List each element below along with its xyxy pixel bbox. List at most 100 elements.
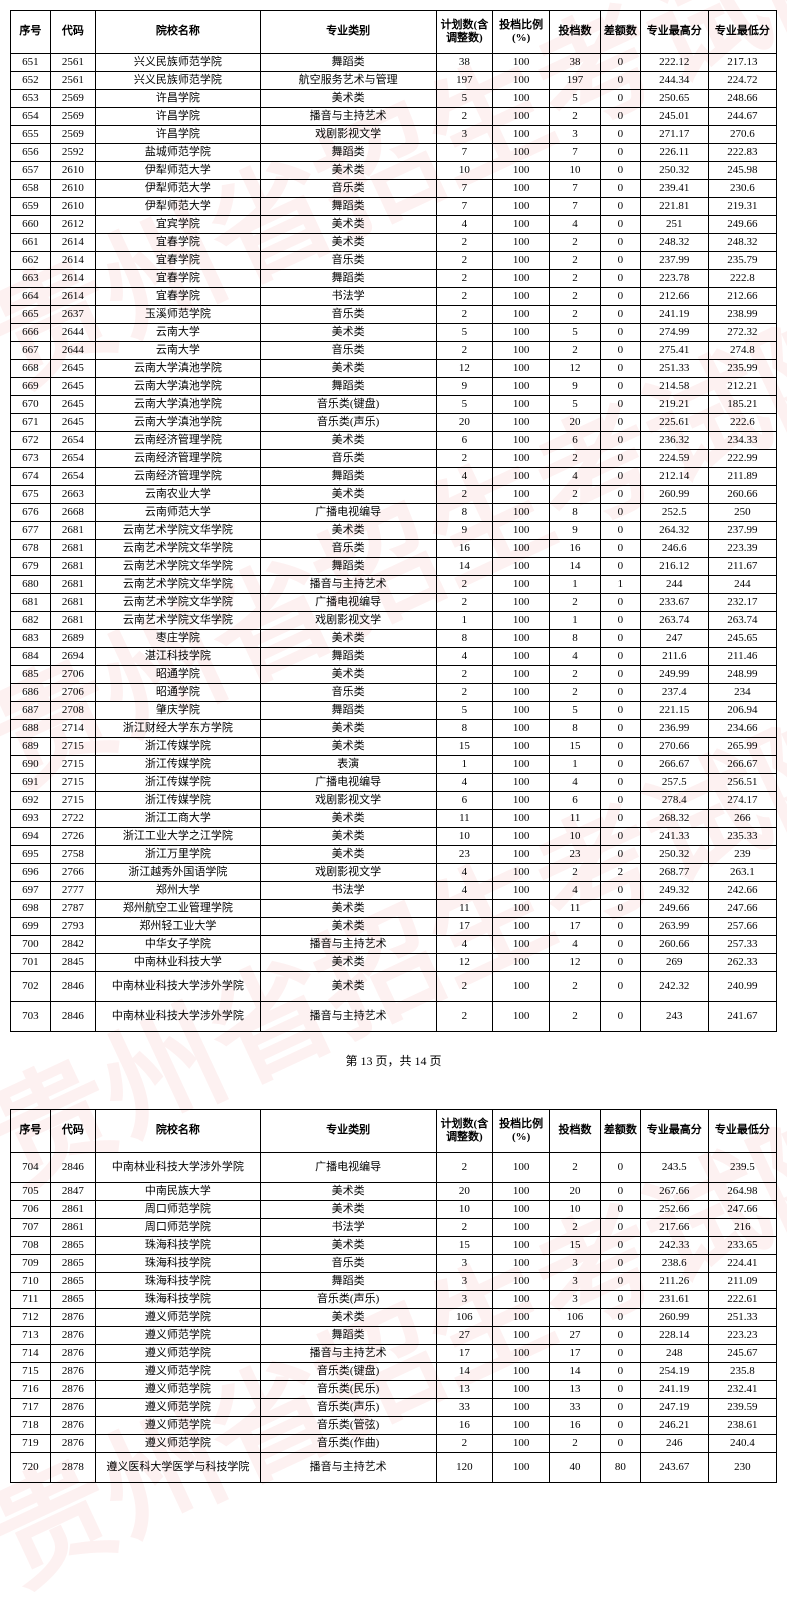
table-cell: 2681 — [50, 522, 95, 540]
table-cell: 遵义师范学院 — [96, 1345, 261, 1363]
table-cell: 遵义师范学院 — [96, 1399, 261, 1417]
table-cell: 2645 — [50, 360, 95, 378]
table-row: 6972777郑州大学书法学410040249.32242.66 — [11, 882, 777, 900]
table-cell: 0 — [601, 522, 641, 540]
table-row: 6812681云南艺术学院文华学院广播电视编导210020233.67232.1… — [11, 594, 777, 612]
table-cell: 217.66 — [640, 1219, 708, 1237]
table-body-2: 7042846中南林业科技大学涉外学院广播电视编导210020243.5239.… — [11, 1153, 777, 1483]
table-cell: 106 — [550, 1309, 601, 1327]
table-cell: 708 — [11, 1237, 51, 1255]
table-cell: 17 — [550, 1345, 601, 1363]
table-cell: 241.19 — [640, 1381, 708, 1399]
table-cell: 4 — [550, 774, 601, 792]
table-cell: 2766 — [50, 864, 95, 882]
table-cell: 12 — [550, 360, 601, 378]
table-cell: 257.33 — [708, 936, 776, 954]
table-cell: 0 — [601, 1417, 641, 1435]
table-cell: 4 — [436, 648, 493, 666]
table-cell: 湛江科技学院 — [96, 648, 261, 666]
table-cell: 2654 — [50, 468, 95, 486]
table-cell: 2694 — [50, 648, 95, 666]
table-cell: 100 — [493, 828, 550, 846]
table-cell: 248.32 — [708, 234, 776, 252]
table-cell: 692 — [11, 792, 51, 810]
table-cell: 12 — [436, 954, 493, 972]
table-cell: 100 — [493, 720, 550, 738]
table-row: 6892715浙江传媒学院美术类15100150270.66265.99 — [11, 738, 777, 756]
table-row: 6862706昭通学院音乐类210020237.4234 — [11, 684, 777, 702]
table-cell: 2876 — [50, 1381, 95, 1399]
table-row: 6842694湛江科技学院舞蹈类410040211.6211.46 — [11, 648, 777, 666]
table-cell: 2 — [550, 108, 601, 126]
table-cell: 5 — [550, 396, 601, 414]
table-cell: 2 — [436, 306, 493, 324]
table-cell: 8 — [436, 720, 493, 738]
table-cell: 浙江传媒学院 — [96, 738, 261, 756]
table-cell: 7 — [436, 144, 493, 162]
table-cell: 237.4 — [640, 684, 708, 702]
table-row: 7182876遵义师范学院音乐类(管弦)16100160246.21238.61 — [11, 1417, 777, 1435]
table-cell: 4 — [550, 468, 601, 486]
table-cell: 100 — [493, 1399, 550, 1417]
table-cell: 遵义师范学院 — [96, 1435, 261, 1453]
table-cell: 2 — [550, 450, 601, 468]
table-cell: 0 — [601, 1327, 641, 1345]
table-cell: 云南艺术学院文华学院 — [96, 576, 261, 594]
table-cell: 2 — [436, 288, 493, 306]
table-cell: 9 — [436, 522, 493, 540]
header-plan: 计划数(含调整数) — [436, 1110, 493, 1153]
table-cell: 662 — [11, 252, 51, 270]
table-cell: 226.11 — [640, 144, 708, 162]
table-row: 6832689枣庄学院美术类810080247245.65 — [11, 630, 777, 648]
table-cell: 704 — [11, 1153, 51, 1183]
table-cell: 舞蹈类 — [260, 198, 436, 216]
table-cell: 676 — [11, 504, 51, 522]
table-cell: 197 — [436, 72, 493, 90]
table-cell: 240.99 — [708, 972, 776, 1002]
table-cell: 654 — [11, 108, 51, 126]
header-row: 序号 代码 院校名称 专业类别 计划数(含调整数) 投档比例(%) 投档数 差额… — [11, 1110, 777, 1153]
table-cell: 251 — [640, 216, 708, 234]
table-cell: 播音与主持艺术 — [260, 936, 436, 954]
table-cell: 100 — [493, 1002, 550, 1032]
table-row: 6602612宜宾学院美术类410040251249.66 — [11, 216, 777, 234]
table-cell: 兴义民族师范学院 — [96, 72, 261, 90]
table-cell: 2 — [436, 594, 493, 612]
table-cell: 660 — [11, 216, 51, 234]
table-cell: 云南大学 — [96, 342, 261, 360]
table-cell: 舞蹈类 — [260, 1327, 436, 1345]
table-cell: 268.32 — [640, 810, 708, 828]
table-row: 6742654云南经济管理学院舞蹈类410040212.14211.89 — [11, 468, 777, 486]
table-cell: 云南师范大学 — [96, 504, 261, 522]
table-cell: 书法学 — [260, 288, 436, 306]
table-cell: 2610 — [50, 162, 95, 180]
table-cell: 14 — [436, 1363, 493, 1381]
table-cell: 舞蹈类 — [260, 648, 436, 666]
table-cell: 2 — [436, 1219, 493, 1237]
header-name: 院校名称 — [96, 11, 261, 54]
header-plan: 计划数(含调整数) — [436, 11, 493, 54]
table-cell: 249.32 — [640, 882, 708, 900]
table-cell: 2861 — [50, 1201, 95, 1219]
table-cell: 247 — [640, 630, 708, 648]
table-cell: 0 — [601, 1002, 641, 1032]
table-cell: 舞蹈类 — [260, 558, 436, 576]
table-cell: 223.78 — [640, 270, 708, 288]
table-cell: 718 — [11, 1417, 51, 1435]
table-cell: 2654 — [50, 432, 95, 450]
table-cell: 657 — [11, 162, 51, 180]
table-cell: 222.99 — [708, 450, 776, 468]
table-cell: 100 — [493, 792, 550, 810]
table-cell: 2644 — [50, 342, 95, 360]
table-cell: 郑州航空工业管理学院 — [96, 900, 261, 918]
table-cell: 710 — [11, 1273, 51, 1291]
table-cell: 8 — [550, 630, 601, 648]
table-cell: 3 — [550, 126, 601, 144]
table-body-1: 6512561兴义民族师范学院舞蹈类38100380222.12217.1365… — [11, 54, 777, 1032]
table-cell: 100 — [493, 522, 550, 540]
table-cell: 224.59 — [640, 450, 708, 468]
table-row: 7192876遵义师范学院音乐类(作曲)210020246240.4 — [11, 1435, 777, 1453]
table-cell: 2706 — [50, 684, 95, 702]
table-cell: 7 — [436, 180, 493, 198]
table-cell: 268.77 — [640, 864, 708, 882]
